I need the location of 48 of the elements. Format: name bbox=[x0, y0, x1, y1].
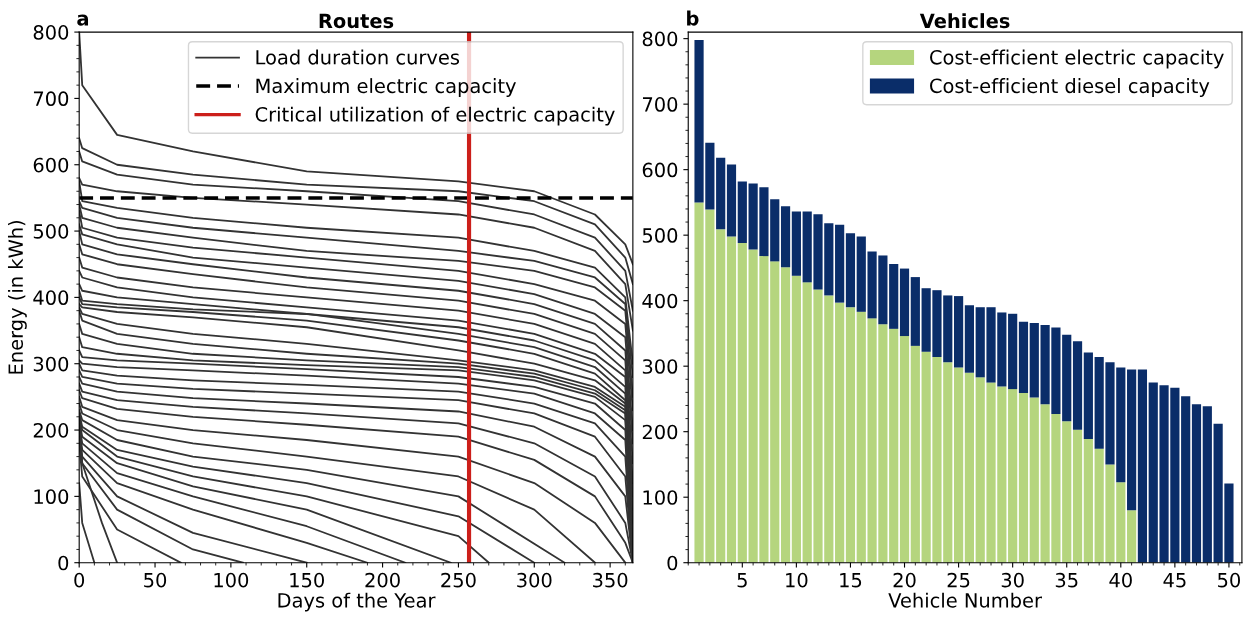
y-tick-label: 100 bbox=[643, 490, 678, 505]
x-tick-label: 5 bbox=[737, 573, 747, 588]
y-tick-label: 600 bbox=[33, 157, 69, 173]
x-tick-label: 35 bbox=[1055, 572, 1078, 588]
y-tick-label: 800 bbox=[642, 31, 678, 47]
y-tick-label: 400 bbox=[33, 290, 69, 306]
y-tick-label: 0 bbox=[667, 555, 678, 571]
x-tick-label: 250 bbox=[441, 572, 476, 588]
y-tick-label: 300 bbox=[33, 356, 69, 372]
y-tick-label: 200 bbox=[642, 424, 678, 440]
chart-title: Vehicles bbox=[919, 13, 1010, 29]
ref-line-label: Critical utilization of electric capacity bbox=[255, 106, 615, 126]
x-tick-label: 100 bbox=[214, 572, 249, 588]
y-tick-label: 500 bbox=[642, 228, 678, 243]
y-axis-title: Energy (in kWh) bbox=[7, 220, 27, 374]
x-tick-label: 50 bbox=[144, 572, 167, 588]
y-tick-label: 700 bbox=[33, 91, 69, 107]
x-tick-label: 50 bbox=[1218, 572, 1241, 588]
x-tick-label: 25 bbox=[947, 572, 970, 588]
y-tick-label: 600 bbox=[642, 162, 678, 178]
x-tick-label: 200 bbox=[365, 572, 400, 588]
x-tick-label: 15 bbox=[840, 573, 862, 588]
legend-label: Cost-efficient diesel capacity bbox=[930, 78, 1210, 97]
chart-title: Routes bbox=[319, 13, 394, 29]
x-tick-label: 20 bbox=[893, 572, 916, 588]
legend-label: Load duration curves bbox=[256, 49, 460, 65]
x-tick-label: 150 bbox=[290, 572, 324, 588]
y-tick-label: 500 bbox=[33, 224, 69, 239]
legend-label: Maximum electric capacity bbox=[256, 78, 516, 97]
x-tick-label: 30 bbox=[1001, 572, 1024, 588]
y-tick-label: 300 bbox=[642, 359, 678, 374]
x-tick-label: 300 bbox=[517, 572, 552, 588]
x-tick-label: 45 bbox=[1163, 573, 1186, 588]
text: b bbox=[687, 10, 699, 26]
y-tick-label: 800 bbox=[33, 25, 69, 40]
y-tick-label: 400 bbox=[642, 293, 678, 309]
y-tick-label: 200 bbox=[33, 423, 69, 438]
y-tick-label: 700 bbox=[643, 97, 678, 112]
x-tick-label: 0 bbox=[74, 572, 85, 588]
legend-label: Cost-efficient electric capacity bbox=[930, 49, 1224, 69]
y-tick-label: 0 bbox=[58, 555, 69, 571]
text: a bbox=[77, 14, 89, 26]
x-axis-title: Vehicle Number bbox=[888, 592, 1042, 608]
x-tick-label: 350 bbox=[593, 572, 628, 588]
x-tick-label: 40 bbox=[1109, 572, 1132, 588]
y-tick-label: 100 bbox=[34, 489, 69, 505]
x-axis-title: Days of the Year bbox=[278, 592, 436, 612]
x-tick-label: 10 bbox=[786, 572, 808, 588]
